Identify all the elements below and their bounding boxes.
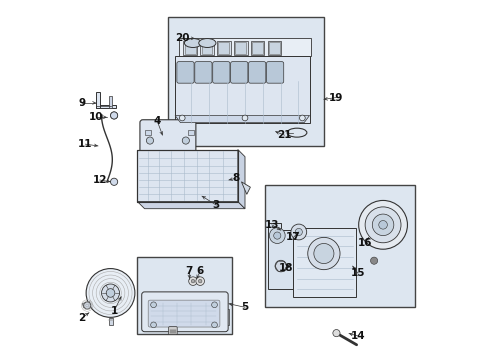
Bar <box>269 42 280 54</box>
FancyBboxPatch shape <box>267 62 284 83</box>
Circle shape <box>212 322 218 328</box>
Circle shape <box>270 228 285 243</box>
Circle shape <box>111 112 118 119</box>
Circle shape <box>295 228 302 235</box>
Bar <box>265 185 416 307</box>
Text: 13: 13 <box>265 220 279 230</box>
Text: 11: 11 <box>78 139 93 149</box>
Circle shape <box>189 277 197 285</box>
Circle shape <box>291 224 307 240</box>
Bar <box>145 130 151 135</box>
Circle shape <box>274 232 281 239</box>
FancyBboxPatch shape <box>231 62 248 83</box>
Polygon shape <box>175 56 310 123</box>
Text: 8: 8 <box>232 173 240 183</box>
Polygon shape <box>175 116 310 123</box>
Text: 20: 20 <box>175 33 190 43</box>
Circle shape <box>370 257 378 264</box>
Bar <box>219 42 229 54</box>
Bar <box>234 41 247 55</box>
Bar <box>268 41 281 55</box>
Bar <box>201 42 212 54</box>
Polygon shape <box>137 202 245 209</box>
Circle shape <box>151 302 156 308</box>
Circle shape <box>212 302 218 308</box>
FancyBboxPatch shape <box>177 62 194 83</box>
Circle shape <box>379 221 388 229</box>
Bar <box>82 302 91 308</box>
Bar <box>137 149 238 202</box>
FancyBboxPatch shape <box>169 327 177 334</box>
Text: 3: 3 <box>213 200 220 210</box>
Polygon shape <box>179 39 311 56</box>
Text: 9: 9 <box>78 98 85 108</box>
FancyBboxPatch shape <box>195 62 212 83</box>
Bar <box>235 42 246 54</box>
Text: 4: 4 <box>153 116 161 126</box>
Bar <box>137 257 232 334</box>
Bar <box>109 318 113 325</box>
Text: 5: 5 <box>242 302 248 312</box>
Circle shape <box>151 322 156 328</box>
Bar <box>251 41 265 55</box>
Text: 14: 14 <box>351 331 365 341</box>
Polygon shape <box>143 309 229 325</box>
Circle shape <box>111 112 118 119</box>
Circle shape <box>275 260 287 272</box>
Bar <box>109 96 112 108</box>
Text: 21: 21 <box>277 130 292 140</box>
Bar <box>188 130 194 135</box>
Circle shape <box>147 137 153 144</box>
Circle shape <box>333 329 340 337</box>
Circle shape <box>198 279 202 283</box>
Bar <box>185 42 196 54</box>
Text: 19: 19 <box>329 93 343 103</box>
Circle shape <box>359 201 408 249</box>
Text: 10: 10 <box>89 112 103 122</box>
FancyBboxPatch shape <box>148 300 220 327</box>
Bar <box>217 41 231 55</box>
Bar <box>252 42 263 54</box>
Circle shape <box>101 284 120 302</box>
Circle shape <box>182 137 190 144</box>
Circle shape <box>314 243 334 264</box>
Bar <box>168 17 324 146</box>
Text: 7: 7 <box>186 266 193 276</box>
Text: 15: 15 <box>351 268 365 278</box>
Text: 18: 18 <box>279 263 294 273</box>
FancyBboxPatch shape <box>140 120 196 156</box>
Bar <box>294 228 356 297</box>
Polygon shape <box>269 223 294 289</box>
Text: 2: 2 <box>78 313 85 323</box>
Text: 17: 17 <box>286 232 301 242</box>
Circle shape <box>84 302 91 309</box>
FancyBboxPatch shape <box>142 292 228 332</box>
Bar <box>96 92 100 108</box>
Bar <box>137 149 238 202</box>
Circle shape <box>308 237 340 270</box>
Ellipse shape <box>184 39 201 48</box>
Polygon shape <box>242 182 250 194</box>
Circle shape <box>111 178 118 185</box>
Bar <box>200 41 214 55</box>
Bar <box>96 105 116 108</box>
FancyBboxPatch shape <box>213 62 230 83</box>
Circle shape <box>191 279 195 283</box>
Text: 12: 12 <box>93 175 107 185</box>
Text: 16: 16 <box>358 238 372 248</box>
Ellipse shape <box>199 39 216 48</box>
Circle shape <box>196 277 204 285</box>
Bar <box>183 41 197 55</box>
Text: 6: 6 <box>196 266 204 276</box>
Circle shape <box>106 289 115 297</box>
Polygon shape <box>238 149 245 209</box>
Circle shape <box>372 214 394 235</box>
FancyBboxPatch shape <box>248 62 266 83</box>
Circle shape <box>179 115 185 121</box>
Circle shape <box>299 115 305 121</box>
Circle shape <box>365 207 401 243</box>
Text: 1: 1 <box>110 306 118 316</box>
Circle shape <box>242 115 248 121</box>
Circle shape <box>86 269 135 318</box>
